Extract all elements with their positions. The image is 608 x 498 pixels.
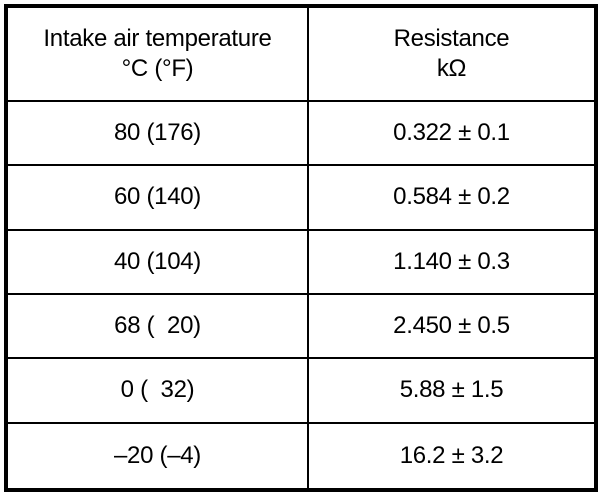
header-line: Resistance [393, 25, 510, 52]
header-cell: Intake air temperature °C (°F) [8, 8, 309, 102]
table-cell: 80 (176) [8, 102, 309, 167]
table-cell: 60 (140) [8, 166, 309, 231]
header-line: Intake air temperature [43, 25, 272, 52]
table-cell: 5.88 ± 1.5 [309, 359, 594, 424]
table-cell: –20 (–4) [8, 423, 309, 488]
header-line: kΩ [436, 55, 467, 82]
table-cell: 0 ( 32) [8, 359, 309, 424]
header-cell: Resistance kΩ [309, 8, 594, 102]
table-cell: 0.322 ± 0.1 [309, 102, 594, 167]
spec-table: Intake air temperature °C (°F) Resistanc… [4, 4, 598, 492]
table-cell: 16.2 ± 3.2 [399, 441, 504, 469]
table-cell: 0.584 ± 0.2 [309, 166, 594, 231]
table-cell: 1.140 ± 0.3 [309, 231, 594, 295]
table-cell: 2.450 ± 0.5 [309, 295, 594, 360]
table-cell: 40 (104) [8, 230, 309, 295]
table-cell: 68 ( 20) [8, 295, 309, 360]
header-line: °C (°F) [121, 55, 194, 82]
